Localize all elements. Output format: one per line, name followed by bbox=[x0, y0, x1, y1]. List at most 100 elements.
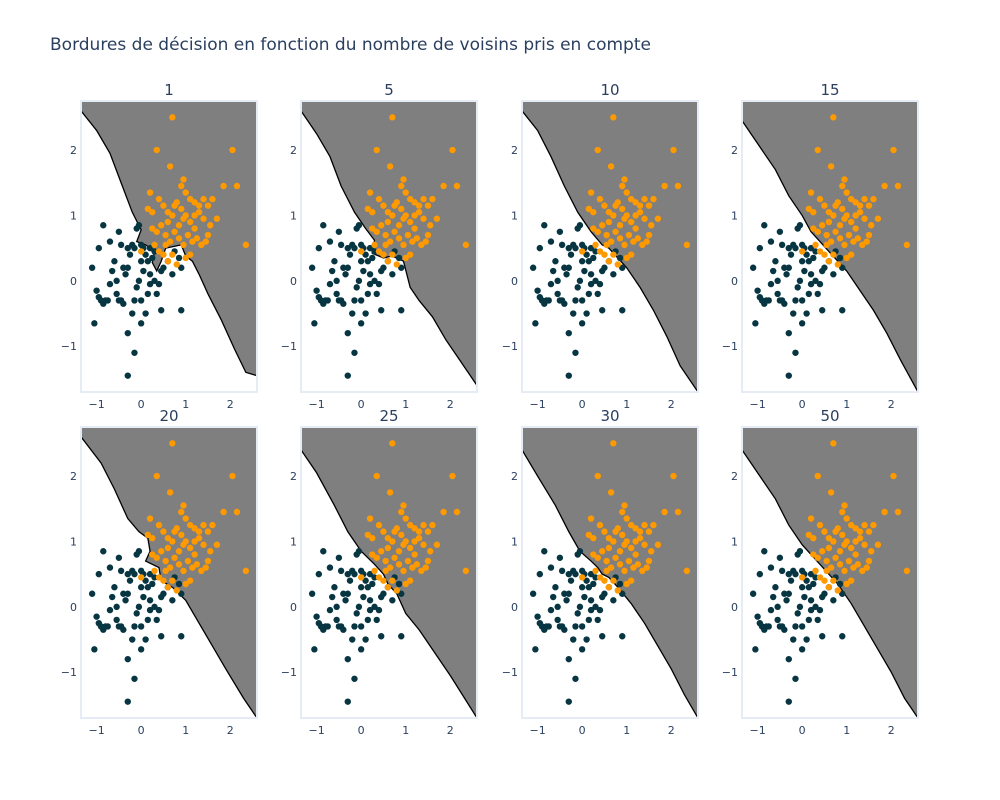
point-class1 bbox=[146, 515, 154, 522]
point-class0 bbox=[351, 244, 358, 252]
point-class1 bbox=[422, 564, 429, 571]
point-class0 bbox=[554, 616, 561, 624]
point-class0 bbox=[752, 646, 759, 653]
point-class1 bbox=[661, 182, 668, 190]
point-class1 bbox=[186, 195, 194, 203]
point-class0 bbox=[308, 590, 316, 597]
point-class0 bbox=[807, 570, 815, 578]
axes-frame bbox=[741, 426, 919, 719]
point-class0 bbox=[353, 610, 360, 617]
point-class1 bbox=[202, 238, 209, 245]
x-tick-label: 2 bbox=[668, 724, 675, 737]
point-class1 bbox=[153, 554, 160, 561]
point-class1 bbox=[184, 557, 192, 565]
point-class0 bbox=[803, 310, 810, 317]
point-class1 bbox=[590, 208, 597, 216]
point-class1 bbox=[160, 577, 167, 584]
point-class1 bbox=[180, 215, 187, 222]
x-tick-label: −1 bbox=[88, 398, 104, 411]
y-tick-label: 1 bbox=[70, 535, 77, 548]
point-class0 bbox=[756, 244, 764, 252]
point-class1 bbox=[440, 182, 447, 190]
point-class1 bbox=[621, 241, 628, 249]
point-class0 bbox=[545, 297, 552, 304]
point-class1 bbox=[816, 521, 824, 529]
y-tick-label: 1 bbox=[511, 535, 518, 548]
point-class0 bbox=[175, 254, 183, 262]
point-class1 bbox=[371, 567, 378, 575]
point-class0 bbox=[781, 264, 788, 271]
point-class1 bbox=[149, 551, 156, 558]
point-class1 bbox=[462, 241, 470, 249]
point-class1 bbox=[903, 241, 911, 249]
y-tick-label: 2 bbox=[731, 470, 738, 483]
point-class0 bbox=[596, 280, 604, 288]
point-class1 bbox=[191, 538, 198, 545]
point-class1 bbox=[402, 254, 409, 262]
point-class1 bbox=[400, 241, 407, 249]
point-class1 bbox=[151, 241, 158, 249]
point-class0 bbox=[574, 284, 581, 291]
point-class0 bbox=[120, 590, 127, 597]
point-class1 bbox=[433, 215, 441, 222]
point-class1 bbox=[395, 222, 403, 229]
y-tick-label: −1 bbox=[61, 340, 77, 353]
point-class0 bbox=[819, 267, 826, 275]
point-class1 bbox=[863, 238, 870, 245]
point-class1 bbox=[636, 534, 644, 542]
y-tick-label: 0 bbox=[70, 601, 77, 614]
point-class0 bbox=[534, 287, 541, 294]
point-class1 bbox=[619, 182, 626, 190]
point-class1 bbox=[874, 541, 882, 548]
point-class0 bbox=[120, 264, 127, 271]
point-class1 bbox=[856, 208, 864, 216]
y-tick-label: −1 bbox=[502, 340, 518, 353]
point-class1 bbox=[191, 525, 198, 532]
point-class0 bbox=[816, 606, 824, 614]
point-class1 bbox=[621, 567, 628, 575]
point-class1 bbox=[612, 554, 619, 561]
y-tick-label: 0 bbox=[511, 275, 518, 288]
point-class1 bbox=[861, 541, 868, 548]
point-class0 bbox=[95, 570, 103, 578]
point-class0 bbox=[331, 258, 338, 265]
point-class1 bbox=[585, 205, 593, 213]
point-class0 bbox=[131, 297, 138, 304]
point-class1 bbox=[180, 176, 187, 183]
point-class1 bbox=[158, 548, 165, 555]
point-class0 bbox=[781, 590, 788, 597]
point-class1 bbox=[169, 251, 176, 258]
point-class0 bbox=[151, 603, 158, 611]
point-class0 bbox=[133, 610, 140, 617]
point-class1 bbox=[137, 248, 145, 255]
point-class1 bbox=[386, 238, 394, 245]
point-class1 bbox=[202, 564, 209, 571]
point-class1 bbox=[627, 251, 635, 258]
point-class1 bbox=[596, 195, 604, 203]
point-class1 bbox=[881, 182, 888, 190]
point-class0 bbox=[364, 616, 372, 624]
point-class1 bbox=[186, 577, 194, 584]
point-class1 bbox=[386, 489, 394, 496]
point-class0 bbox=[819, 593, 826, 601]
x-tick-label: 0 bbox=[799, 724, 806, 737]
point-class0 bbox=[803, 577, 810, 584]
point-class0 bbox=[574, 610, 581, 617]
point-class0 bbox=[369, 254, 376, 262]
point-class0 bbox=[794, 551, 801, 558]
point-class1 bbox=[650, 195, 657, 203]
point-class1 bbox=[178, 531, 185, 539]
y-tick-label: 0 bbox=[731, 601, 738, 614]
subplot-k10: 10 −1 0 1 2 −1 0 1 2 bbox=[502, 81, 699, 411]
point-class0 bbox=[124, 570, 131, 578]
point-class0 bbox=[816, 280, 824, 288]
point-class0 bbox=[398, 307, 405, 314]
point-class1 bbox=[406, 577, 414, 584]
point-class0 bbox=[324, 297, 331, 304]
point-class1 bbox=[648, 548, 655, 555]
point-class1 bbox=[832, 228, 839, 235]
point-class0 bbox=[91, 646, 98, 653]
point-class1 bbox=[605, 584, 613, 591]
x-tick-label: 0 bbox=[579, 724, 586, 737]
point-class1 bbox=[836, 222, 844, 229]
